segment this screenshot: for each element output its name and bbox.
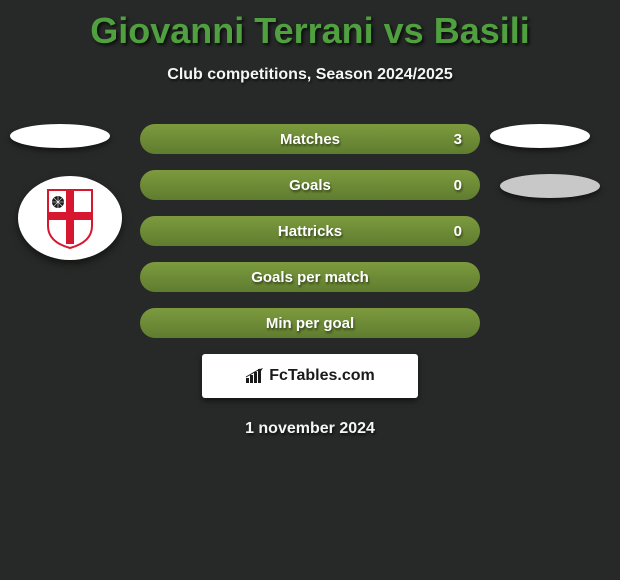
stat-row-goals: Goals 0 <box>140 170 480 200</box>
watermark-text: FcTables.com <box>269 367 375 385</box>
stat-row-matches: Matches 3 <box>140 124 480 154</box>
stat-label: Hattricks <box>278 223 342 240</box>
date-line: 1 november 2024 <box>0 420 620 438</box>
stat-label: Min per goal <box>266 315 354 332</box>
club-badge <box>18 176 122 260</box>
page-title: Giovanni Terrani vs Basili <box>0 0 620 52</box>
left-ellipse-1 <box>10 124 110 148</box>
stat-row-min-per-goal: Min per goal <box>140 308 480 338</box>
stat-value-right: 3 <box>454 131 462 148</box>
stat-row-hattricks: Hattricks 0 <box>140 216 480 246</box>
bars-icon <box>245 368 265 384</box>
stat-value-right: 0 <box>454 223 462 240</box>
watermark-box: FcTables.com <box>202 354 418 398</box>
shield-icon <box>44 186 96 250</box>
stat-row-goals-per-match: Goals per match <box>140 262 480 292</box>
stats-container: Matches 3 Goals 0 Hattricks 0 Goals per … <box>0 124 620 338</box>
stat-value-right: 0 <box>454 177 462 194</box>
stat-label: Goals <box>289 177 331 194</box>
stat-label: Matches <box>280 131 340 148</box>
club-badge-shield <box>44 186 96 250</box>
subtitle: Club competitions, Season 2024/2025 <box>0 66 620 84</box>
stat-label: Goals per match <box>251 269 369 286</box>
right-ellipse-1 <box>490 124 590 148</box>
right-ellipse-2 <box>500 174 600 198</box>
